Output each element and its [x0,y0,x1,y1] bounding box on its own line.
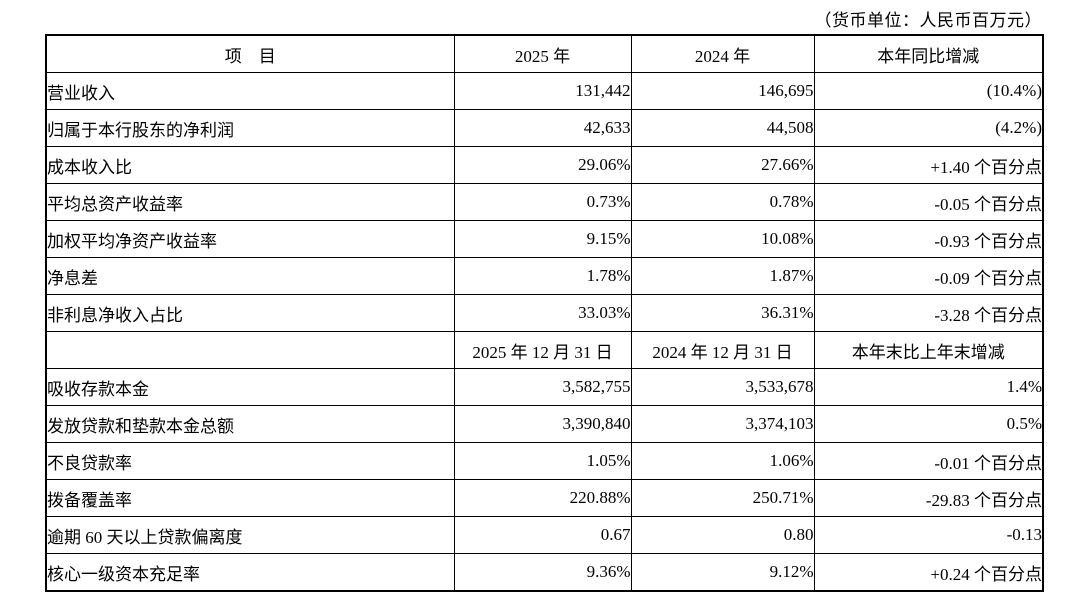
cell-2025: 29.06% [453,146,632,184]
row-item-label: 拨备覆盖率 [45,479,455,517]
row-item-label: 加权平均净资产收益率 [45,220,455,258]
cell-2025: 1.05% [453,442,632,480]
row-item-label: 平均总资产收益率 [45,183,455,221]
cell-change: -0.01 个百分点 [813,442,1044,480]
cell-change: -0.13 [813,516,1044,554]
cell-2024: 0.78% [630,183,815,221]
cell-2024: 0.80 [630,516,815,554]
cell-change: -3.28 个百分点 [813,294,1044,332]
cell-2024: 3,533,678 [630,368,815,406]
table-row: 发放贷款和垫款本金总额 3,390,840 3,374,103 0.5% [45,405,1044,443]
section2-header-2024: 2024 年 12 月 31 日 [630,331,815,369]
section2-header-change: 本年末比上年末增减 [813,331,1044,369]
table-row: 拨备覆盖率 220.88% 250.71% -29.83 个百分点 [45,479,1044,517]
cell-2025: 0.73% [453,183,632,221]
cell-2024: 36.31% [630,294,815,332]
cell-change: -0.93 个百分点 [813,220,1044,258]
cell-change: +1.40 个百分点 [813,146,1044,184]
cell-change: -0.09 个百分点 [813,257,1044,295]
row-item-label: 逾期 60 天以上贷款偏离度 [45,516,455,554]
table-row: 净息差 1.78% 1.87% -0.09 个百分点 [45,257,1044,295]
cell-change: -0.05 个百分点 [813,183,1044,221]
table-row: 吸收存款本金 3,582,755 3,533,678 1.4% [45,368,1044,406]
section-date-header: 2025 年 12 月 31 日 2024 年 12 月 31 日 本年末比上年… [45,331,1044,369]
row-item-label: 吸收存款本金 [45,368,455,406]
table-row: 营业收入 131,442 146,695 (10.4%) [45,72,1044,110]
cell-2025: 42,633 [453,109,632,147]
cell-2025: 1.78% [453,257,632,295]
cell-change: (4.2%) [813,109,1044,147]
header-item: 项 目 [45,34,455,73]
cell-2025: 9.15% [453,220,632,258]
section2-header-2025: 2025 年 12 月 31 日 [453,331,632,369]
cell-2025: 3,582,755 [453,368,632,406]
cell-2024: 1.06% [630,442,815,480]
table-row: 非利息净收入占比 33.03% 36.31% -3.28 个百分点 [45,294,1044,332]
header-2024: 2024 年 [630,34,815,73]
cell-2025: 33.03% [453,294,632,332]
row-item-label: 成本收入比 [45,146,455,184]
row-item-label: 非利息净收入占比 [45,294,455,332]
cell-change: +0.24 个百分点 [813,553,1044,592]
cell-2024: 27.66% [630,146,815,184]
header-2025: 2025 年 [453,34,632,73]
cell-2025: 220.88% [453,479,632,517]
table-row: 加权平均净资产收益率 9.15% 10.08% -0.93 个百分点 [45,220,1044,258]
table-row: 归属于本行股东的净利润 42,633 44,508 (4.2%) [45,109,1044,147]
cell-2024: 250.71% [630,479,815,517]
currency-unit-note: （货币单位：人民币百万元） [814,11,1042,30]
cell-change: -29.83 个百分点 [813,479,1044,517]
section2-header-item [45,331,455,369]
cell-change: 1.4% [813,368,1044,406]
cell-2024: 10.08% [630,220,815,258]
row-item-label: 营业收入 [45,72,455,110]
table-header-row: 项 目 2025 年 2024 年 本年同比增减 [45,34,1044,73]
cell-change: 0.5% [813,405,1044,443]
cell-2025: 3,390,840 [453,405,632,443]
cell-2024: 3,374,103 [630,405,815,443]
row-item-label: 发放贷款和垫款本金总额 [45,405,455,443]
cell-2025: 9.36% [453,553,632,592]
section-balance-metrics: 吸收存款本金 3,582,755 3,533,678 1.4% 发放贷款和垫款本金总额 3… [45,368,1044,592]
table-row: 平均总资产收益率 0.73% 0.78% -0.05 个百分点 [45,183,1044,221]
table-row: 成本收入比 29.06% 27.66% +1.40 个百分点 [45,146,1044,184]
row-item-label: 净息差 [45,257,455,295]
financial-summary-table: 项 目 2025 年 2024 年 本年同比增减 营业收入 131,442 146,… [45,34,1044,592]
cell-2025: 0.67 [453,516,632,554]
section-income-metrics: 营业收入 131,442 146,695 (10.4%) 归属于本行股东的净利润 42,6… [45,72,1044,332]
cell-2024: 9.12% [630,553,815,592]
table-row: 不良贷款率 1.05% 1.06% -0.01 个百分点 [45,442,1044,480]
cell-2024: 146,695 [630,72,815,110]
row-item-label: 不良贷款率 [45,442,455,480]
row-item-label: 归属于本行股东的净利润 [45,109,455,147]
cell-2024: 1.87% [630,257,815,295]
section2-header-row: 2025 年 12 月 31 日 2024 年 12 月 31 日 本年末比上年… [45,331,1044,369]
cell-2025: 131,442 [453,72,632,110]
row-item-label: 核心一级资本充足率 [45,553,455,592]
header-change: 本年同比增减 [813,34,1044,73]
table-row: 逾期 60 天以上贷款偏离度 0.67 0.80 -0.13 [45,516,1044,554]
cell-2024: 44,508 [630,109,815,147]
table-row: 核心一级资本充足率 9.36% 9.12% +0.24 个百分点 [45,553,1044,592]
cell-change: (10.4%) [813,72,1044,110]
